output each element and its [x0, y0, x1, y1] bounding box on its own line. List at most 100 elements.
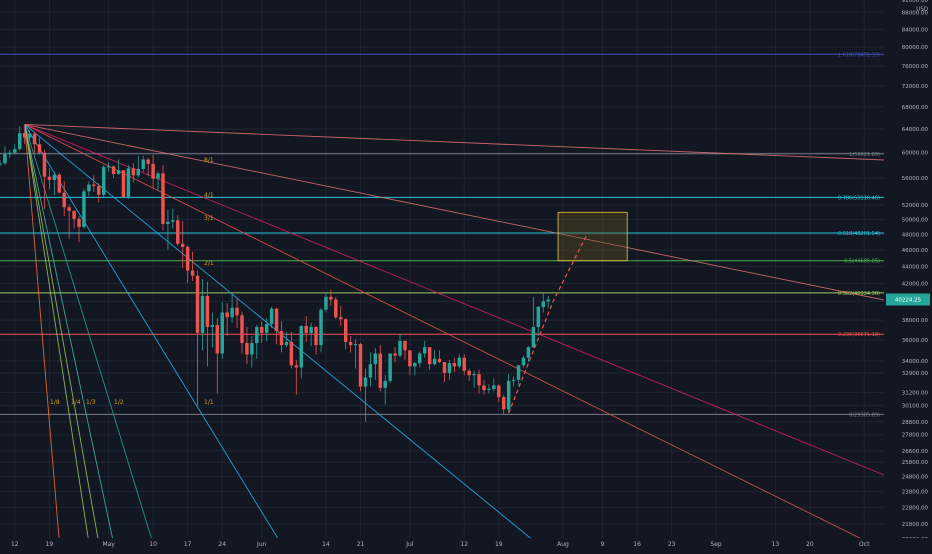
candle-body[interactable]: [146, 159, 150, 164]
candle-body[interactable]: [348, 342, 353, 346]
candle-body[interactable]: [37, 144, 42, 153]
candle-body[interactable]: [393, 353, 397, 356]
candle-body[interactable]: [324, 296, 328, 310]
candle-body[interactable]: [497, 385, 501, 398]
candle-body[interactable]: [531, 326, 536, 348]
candle-body[interactable]: [457, 357, 462, 367]
gann-fan-ray[interactable]: [24, 124, 546, 551]
candle-body[interactable]: [264, 324, 269, 333]
candle-body[interactable]: [329, 296, 333, 300]
candle-body[interactable]: [121, 170, 126, 197]
candle-body[interactable]: [67, 207, 71, 211]
candle-body[interactable]: [472, 374, 476, 376]
candle-body[interactable]: [185, 246, 190, 271]
candle-body[interactable]: [511, 379, 516, 381]
candle-body[interactable]: [42, 152, 47, 177]
candle-body[interactable]: [427, 347, 432, 365]
candle-body[interactable]: [13, 149, 17, 153]
candle-body[interactable]: [225, 312, 229, 318]
candle-body[interactable]: [97, 185, 101, 195]
candle-body[interactable]: [339, 317, 343, 320]
candle-body[interactable]: [3, 153, 7, 164]
candle-body[interactable]: [358, 344, 363, 387]
candle-body[interactable]: [136, 168, 141, 176]
projection-path[interactable]: [508, 232, 589, 414]
candle-body[interactable]: [171, 220, 175, 222]
candle-body[interactable]: [240, 315, 244, 344]
candle-body[interactable]: [176, 220, 180, 244]
candle-body[interactable]: [447, 363, 452, 373]
candle-body[interactable]: [378, 353, 382, 388]
candle-body[interactable]: [403, 340, 407, 351]
candle-body[interactable]: [418, 353, 422, 364]
candle-body[interactable]: [477, 374, 481, 386]
gann-fan-ray[interactable]: [24, 124, 885, 551]
candle-body[interactable]: [536, 306, 541, 327]
candle-body[interactable]: [151, 163, 155, 179]
candle-body[interactable]: [22, 133, 27, 138]
candle-body[interactable]: [521, 357, 526, 366]
candle-body[interactable]: [18, 133, 22, 150]
candle-body[interactable]: [452, 363, 457, 367]
candle-body[interactable]: [250, 343, 254, 355]
gann-fan-ray[interactable]: [24, 124, 885, 161]
candle-body[interactable]: [111, 166, 116, 175]
candle-body[interactable]: [368, 364, 373, 378]
candle-body[interactable]: [220, 312, 224, 354]
gann-fan-ray[interactable]: [24, 124, 156, 551]
candle-body[interactable]: [235, 307, 239, 316]
candle-body[interactable]: [353, 344, 358, 346]
candle-body[interactable]: [516, 365, 521, 380]
candle-body[interactable]: [442, 362, 447, 373]
candle-body[interactable]: [363, 377, 368, 387]
candle-body[interactable]: [546, 299, 550, 302]
candle-body[interactable]: [467, 370, 471, 376]
candle-body[interactable]: [413, 363, 417, 367]
candle-body[interactable]: [422, 347, 427, 354]
candle-body[interactable]: [195, 275, 200, 333]
candle-body[interactable]: [279, 330, 284, 346]
candle-body[interactable]: [141, 159, 145, 169]
candle-body[interactable]: [260, 326, 264, 333]
candle-body[interactable]: [492, 385, 496, 389]
candle-body[interactable]: [408, 350, 412, 367]
candle-body[interactable]: [383, 380, 387, 388]
candle-body[interactable]: [541, 301, 545, 307]
gann-fan-ray[interactable]: [24, 124, 101, 551]
candle-body[interactable]: [482, 385, 486, 391]
candle-body[interactable]: [487, 388, 491, 391]
candle-body[interactable]: [92, 184, 96, 186]
candle-body[interactable]: [47, 176, 52, 180]
gann-fan-ray[interactable]: [24, 124, 91, 551]
candle-body[interactable]: [388, 353, 392, 381]
target-box[interactable]: [557, 211, 628, 262]
candle-body[interactable]: [319, 309, 323, 346]
candle-body[interactable]: [289, 342, 294, 366]
candle-body[interactable]: [156, 173, 160, 179]
candle-body[interactable]: [101, 167, 106, 195]
candle-body[interactable]: [269, 308, 274, 325]
candle-body[interactable]: [180, 243, 185, 247]
candle-body[interactable]: [161, 173, 165, 224]
time-axis[interactable]: 12 19 May 10 17 24 Jun 14 21 Jul 12 19 Aug 9 16 23 Sep 13…: [0, 538, 932, 550]
candle-body[interactable]: [200, 295, 205, 333]
gann-fan-ray[interactable]: [24, 124, 286, 551]
candle-body[interactable]: [398, 340, 402, 356]
candle-body[interactable]: [245, 343, 249, 355]
candle-body[interactable]: [52, 174, 57, 180]
candle-body[interactable]: [106, 166, 111, 168]
target-zone-box[interactable]: [557, 211, 628, 262]
gann-fan[interactable]: 8/1 4/1 3/1 2/1 1/1 1/8 1/4 1/3 1/2: [24, 124, 885, 551]
candle-body[interactable]: [255, 326, 259, 344]
projection-dashed-line[interactable]: [508, 232, 589, 414]
candle-body[interactable]: [506, 380, 511, 410]
candle-body[interactable]: [304, 325, 308, 333]
gann-fan-ray[interactable]: [24, 124, 116, 551]
gann-fan-ray[interactable]: [24, 124, 885, 301]
candle-body[interactable]: [437, 358, 442, 363]
candle-body[interactable]: [334, 299, 338, 318]
candle-body[interactable]: [432, 358, 437, 365]
candle-series[interactable]: [0, 124, 550, 422]
candle-body[interactable]: [373, 353, 378, 365]
